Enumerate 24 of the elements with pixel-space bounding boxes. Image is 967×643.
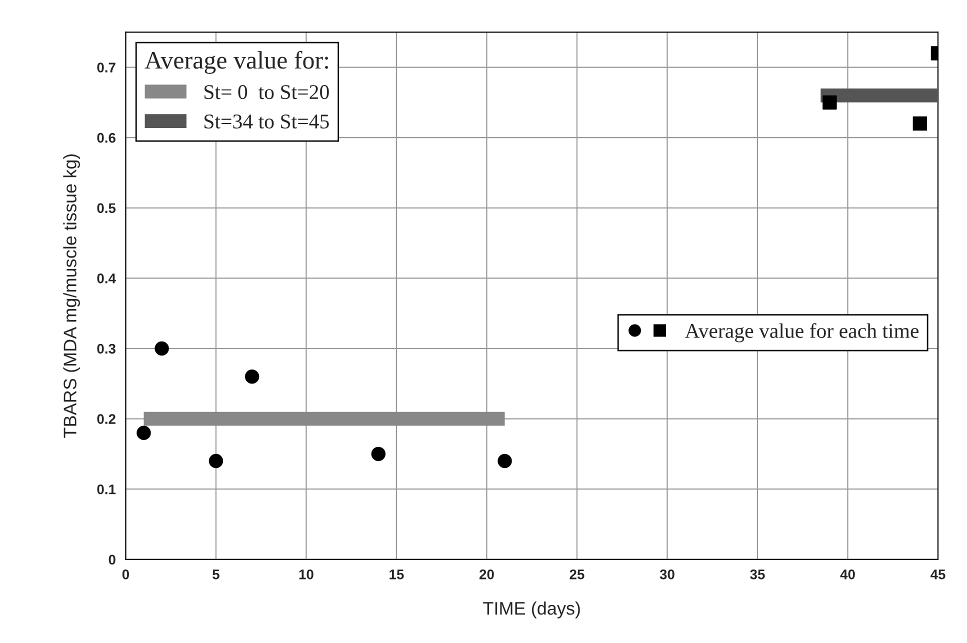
legend-label: Average value for each time [684,323,919,342]
legend-title: Average value for: [144,50,328,74]
y-tick-label: 0.5 [97,203,116,214]
y-tick-label: 0.7 [97,62,116,72]
x-tick-label: 20 [479,570,494,580]
x-tick-label: 0 [122,570,130,580]
y-tick-label: 0.3 [97,344,116,354]
x-tick-label: 25 [570,570,584,580]
x-tick-label: 30 [660,570,674,580]
x-tick-label: 5 [212,570,220,580]
x-tick-label: 40 [840,570,855,580]
y-axis-title: TBARS (MDA mg/muscle tissue kg) [63,154,80,438]
x-axis-title: TIME (days) [483,602,580,618]
y-tick-label: 0.1 [97,484,116,494]
y-tick-label: 0.6 [97,132,116,143]
y-tick-label: 0.4 [97,274,116,284]
legend-label: St= 0 to St=20 [204,85,329,100]
legend-label: St=34 to St=45 [204,114,329,129]
y-tick-label: 0.2 [97,414,116,424]
x-tick-label: 35 [750,570,765,580]
x-tick-label: 45 [930,570,946,580]
y-tick-label: 0 [108,554,116,565]
x-tick-label: 15 [390,570,404,580]
x-tick-label: 10 [299,570,314,580]
